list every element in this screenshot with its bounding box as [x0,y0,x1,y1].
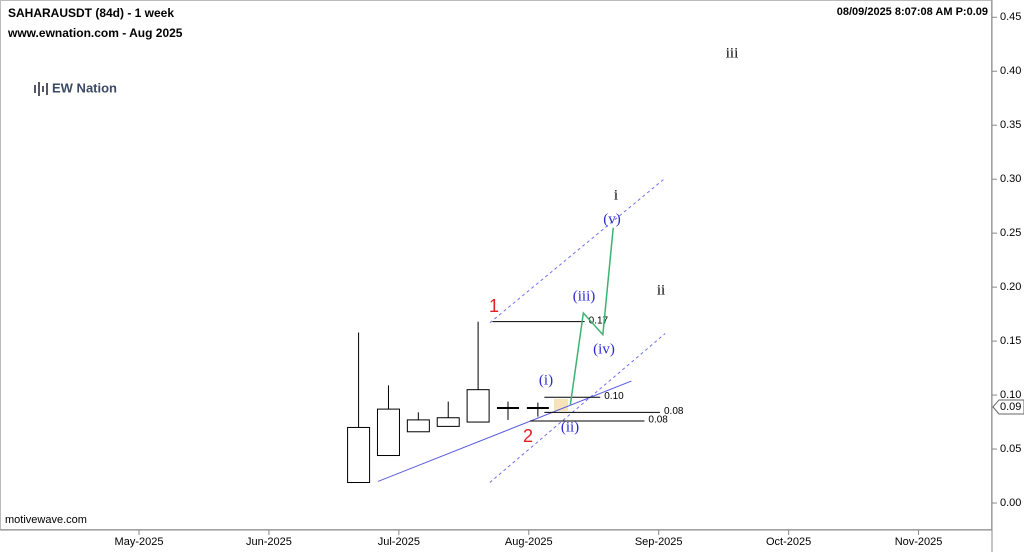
y-tick-label: 0.20 [1000,281,1021,293]
logo-icon [34,82,48,96]
candle-body [436,417,460,427]
level-label: 0.08 [648,415,668,426]
last-price-box [992,399,1024,415]
x-tick-label: Oct-2025 [766,536,811,548]
level-label: 0.08 [664,406,684,417]
chart-title: SAHARAUSDT (84d) - 1 week [8,6,174,20]
y-tick-label: 0.45 [1000,11,1021,23]
y-tick-label: 0.10 [1000,389,1021,401]
x-tick-label: Jun-2025 [246,536,292,548]
trendline [377,380,632,482]
footer: motivewave.com [5,514,87,526]
level-label: 0.17 [589,315,609,326]
candle-body [466,389,490,423]
wave-label: i [614,187,618,203]
wave-label: 1 [489,296,499,316]
timestamp: 08/09/2025 8:07:08 AM P:0.09 [837,6,988,18]
y-tick-label: 0.15 [1000,335,1021,347]
wave-label: iii [726,45,739,61]
x-tick-label: Sep-2025 [635,536,683,548]
y-tick-label: 0.05 [1000,443,1021,455]
y-tick-label: 0.35 [1000,119,1021,131]
x-tick-label: Aug-2025 [505,536,553,548]
trendline [489,177,666,324]
candle-body [406,419,430,433]
trendline [489,333,666,483]
wave-label: (i) [539,372,553,388]
wave-line [569,227,614,405]
wave-label: (v) [603,211,621,227]
x-tick-label: Nov-2025 [895,536,943,548]
y-tick-label: 0.30 [1000,173,1021,185]
y-tick-label: 0.40 [1000,65,1021,77]
logo-text: EW Nation [52,80,117,95]
wave-label: (iii) [573,288,596,304]
wave-label: (iv) [593,341,615,357]
wave-label: ii [657,282,665,298]
level-label: 0.10 [604,391,624,402]
chart-subtitle: www.ewnation.com - Aug 2025 [7,26,183,40]
x-tick-label: May-2025 [115,536,164,548]
last-price-label: 0.09 [1000,401,1021,413]
y-tick-label: 0.00 [1000,497,1021,509]
wave-label: (ii) [561,419,579,435]
candle-body [376,408,400,457]
wave-label: 2 [523,426,533,446]
y-tick-label: 0.25 [1000,227,1021,239]
candle-body [347,426,371,484]
x-tick-label: Jul-2025 [378,536,420,548]
